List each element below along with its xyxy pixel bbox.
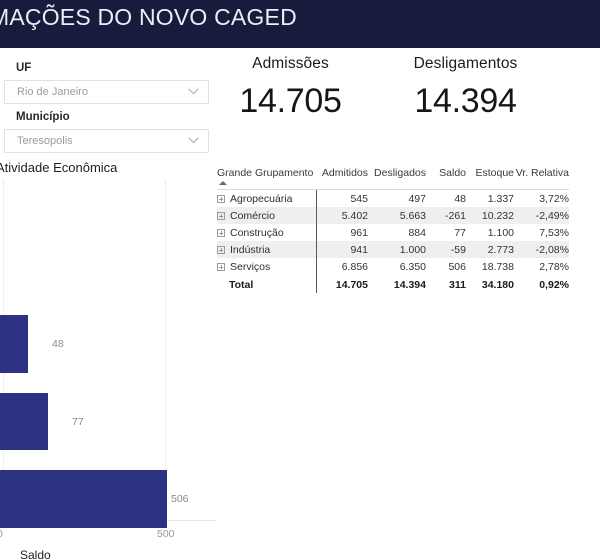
- row-group-cell[interactable]: Agropecuária: [217, 189, 317, 207]
- cell-admitidos: 941: [316, 241, 368, 258]
- page-title: MAÇÕES DO NOVO CAGED: [0, 4, 297, 30]
- cell-estoque: 1.100: [487, 226, 514, 239]
- total-label-cell: Total: [217, 275, 317, 293]
- row-group-label: Construção: [230, 226, 284, 239]
- cell-desligados: 497: [408, 192, 426, 205]
- column-header-saldo[interactable]: Saldo: [426, 165, 466, 190]
- cell-desligados: 1.000: [368, 241, 426, 258]
- column-header-admitidos[interactable]: Admitidos: [316, 165, 368, 190]
- cell-saldo: 77: [454, 226, 466, 239]
- bar-value-servicos: 506: [171, 493, 189, 505]
- x-tick-0: 0: [0, 528, 3, 540]
- chevron-down-icon[interactable]: [188, 137, 199, 144]
- bar-value-agropecuaria: 48: [52, 338, 64, 350]
- x-axis-title: Saldo: [20, 548, 51, 560]
- row-group-cell[interactable]: Serviços: [217, 258, 317, 276]
- municipio-dropdown[interactable]: Teresopolis: [4, 129, 209, 153]
- cell-saldo: 506: [448, 260, 466, 273]
- cell-vr-relativa: 7,53%: [539, 226, 569, 239]
- column-header-desligados[interactable]: Desligados: [368, 165, 426, 190]
- table-header-row: Grande Grupamento Admitidos Desligados S…: [217, 165, 569, 190]
- column-header-grupamento-label: Grande Grupamento: [217, 167, 314, 179]
- row-group-cell[interactable]: Comércio: [217, 207, 317, 224]
- kpi-desligamentos-value: 14.394: [414, 82, 517, 120]
- x-tick-500: 500: [157, 528, 175, 540]
- cell-estoque: 18.738: [481, 260, 514, 273]
- sort-ascending-icon[interactable]: [219, 181, 227, 185]
- total-vr-relativa: 0,92%: [514, 275, 569, 293]
- table-row[interactable]: Indústria 941 1.000 -59 2.773 -2,08%: [217, 241, 569, 258]
- row-group-label: Comércio: [230, 209, 275, 222]
- kpi-desligamentos-title: Desligamentos: [413, 55, 518, 72]
- cell-saldo: -261: [426, 207, 466, 224]
- row-group-label: Serviços: [230, 260, 271, 273]
- cell-vr-relativa: -2,08%: [514, 241, 569, 258]
- bar-servicos[interactable]: [0, 470, 167, 528]
- kpi-desligamentos: Desligamentos 14.394: [378, 55, 553, 121]
- uf-selected-value: Rio de Janeiro: [17, 86, 88, 98]
- column-header-estoque[interactable]: Estoque: [466, 165, 514, 190]
- total-desligados: 14.394: [368, 275, 426, 293]
- cell-admitidos: 5.402: [316, 207, 368, 224]
- column-header-grupamento[interactable]: Grande Grupamento: [217, 165, 316, 190]
- row-group-label: Agropecuária: [230, 192, 293, 205]
- saldo-bar-chart[interactable]: 48 77 506 0 500 Saldo: [0, 180, 216, 560]
- uf-dropdown[interactable]: Rio de Janeiro: [4, 80, 209, 104]
- kpi-admissoes-title: Admissões: [252, 55, 329, 72]
- cell-estoque: 10.232: [466, 207, 514, 224]
- cell-saldo: -59: [426, 241, 466, 258]
- cell-desligados: 6.350: [399, 260, 426, 273]
- row-group-cell[interactable]: Construção: [217, 224, 317, 241]
- municipio-selected-value: Teresopolis: [17, 135, 73, 147]
- municipio-label: Município: [16, 111, 70, 123]
- cell-desligados: 884: [408, 226, 426, 239]
- table-row[interactable]: Construção 961 884 77 1.100 7,53%: [217, 224, 569, 241]
- table-row[interactable]: Agropecuária 545 497 48 1.337 3,72%: [217, 189, 569, 207]
- cell-desligados: 5.663: [368, 207, 426, 224]
- total-saldo: 311: [426, 275, 466, 293]
- column-header-vr-relativa[interactable]: Vr. Relativa: [514, 165, 569, 190]
- cell-admitidos: 6.856: [341, 260, 368, 273]
- atividade-economica-label: Atividade Econômica: [0, 160, 118, 175]
- grande-grupamento-matrix[interactable]: Grande Grupamento Admitidos Desligados S…: [217, 165, 569, 293]
- cell-admitidos: 961: [350, 226, 368, 239]
- cell-vr-relativa: -2,49%: [514, 207, 569, 224]
- cell-vr-relativa: 2,78%: [539, 260, 569, 273]
- table-total-row: Total 14.705 14.394 311 34.180 0,92%: [217, 275, 569, 293]
- expand-icon[interactable]: [217, 245, 225, 254]
- row-group-cell[interactable]: Indústria: [217, 241, 317, 258]
- cell-vr-relativa: 3,72%: [539, 192, 569, 205]
- total-estoque: 34.180: [466, 275, 514, 293]
- table-row[interactable]: Serviços 6.856 6.350 506 18.738 2,78%: [217, 258, 569, 276]
- bar-agropecuaria[interactable]: [0, 315, 28, 373]
- kpi-admissoes-value: 14.705: [239, 82, 342, 120]
- cell-saldo: 48: [454, 192, 466, 205]
- cell-estoque: 2.773: [466, 241, 514, 258]
- app-header: MAÇÕES DO NOVO CAGED: [0, 0, 600, 48]
- total-admitidos: 14.705: [316, 275, 368, 293]
- expand-icon[interactable]: [217, 194, 225, 203]
- expand-icon[interactable]: [217, 211, 225, 220]
- gridline-500: [165, 180, 166, 520]
- expand-icon[interactable]: [217, 262, 225, 271]
- expand-icon[interactable]: [217, 228, 225, 237]
- cell-estoque: 1.337: [487, 192, 514, 205]
- kpi-admissoes: Admissões 14.705: [218, 55, 363, 121]
- cell-admitidos: 545: [350, 192, 368, 205]
- table-row[interactable]: Comércio 5.402 5.663 -261 10.232 -2,49%: [217, 207, 569, 224]
- uf-label: UF: [16, 62, 32, 74]
- row-group-label: Indústria: [230, 243, 271, 256]
- chevron-down-icon[interactable]: [188, 88, 199, 95]
- bar-construcao[interactable]: [0, 393, 48, 450]
- bar-value-construcao: 77: [72, 416, 84, 428]
